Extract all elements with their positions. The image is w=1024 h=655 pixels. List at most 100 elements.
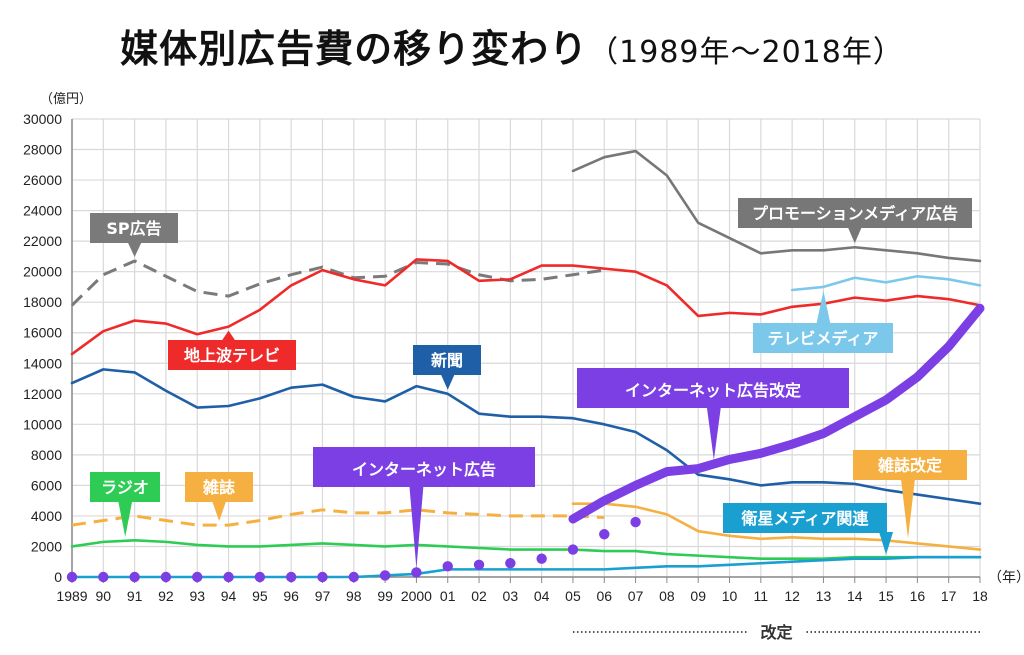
x-tick-label: 1989 xyxy=(56,588,87,604)
x-tick-label: 14 xyxy=(847,588,863,604)
x-tick-label: 13 xyxy=(816,588,832,604)
callout-pointer xyxy=(118,501,133,537)
x-tick-label: 09 xyxy=(690,588,706,604)
callout-box xyxy=(577,368,849,408)
callout-box xyxy=(168,340,296,370)
y-tick-label: 2000 xyxy=(31,538,62,554)
data-point-internet xyxy=(567,544,579,555)
callout-box xyxy=(738,198,972,228)
y-tick-label: 14000 xyxy=(23,355,62,371)
x-tick-label: 12 xyxy=(784,588,800,604)
callout-label: 雑誌改定 xyxy=(877,456,942,475)
callout-インターネット広告改定: インターネット広告改定 xyxy=(577,368,849,461)
callout-衛星メディア関連: 衛星メディア関連 xyxy=(723,503,894,555)
series-lines xyxy=(66,149,985,583)
callout-pointer xyxy=(127,242,142,257)
callout-label: 地上波テレビ xyxy=(184,346,280,365)
data-point-internet xyxy=(536,553,547,564)
callout-pointer xyxy=(879,532,894,555)
x-tick-label: 02 xyxy=(471,588,487,604)
callout-box xyxy=(185,472,253,502)
callout-label: インターネット広告改定 xyxy=(625,381,801,400)
callout-テレビメディア: テレビメディア xyxy=(753,290,893,353)
y-tick-label: 22000 xyxy=(23,233,62,249)
callout-pointer xyxy=(900,479,915,539)
callout-pointer xyxy=(706,407,721,461)
callout-ラジオ: ラジオ xyxy=(90,472,160,537)
data-point-internet xyxy=(317,571,328,583)
y-tick-label: 0 xyxy=(54,569,62,585)
x-tick-label: 06 xyxy=(596,588,612,604)
callout-label: 雑誌 xyxy=(202,478,235,497)
x-tick-label: 93 xyxy=(189,588,205,604)
callout-pointer xyxy=(440,374,455,390)
x-tick-label: 96 xyxy=(283,588,299,604)
callout-box xyxy=(753,323,893,353)
x-tick-label: 90 xyxy=(96,588,112,604)
series-line-衛星メディア関連 xyxy=(70,555,982,579)
callout-地上波テレビ: 地上波テレビ xyxy=(168,330,296,370)
x-tick-label: 10 xyxy=(722,588,738,604)
y-tick-label: 30000 xyxy=(23,111,62,127)
x-tick-label: 01 xyxy=(440,588,456,604)
x-tick-label: 04 xyxy=(534,588,550,604)
y-tick-label: 6000 xyxy=(31,477,62,493)
callout-box xyxy=(90,472,160,502)
callout-プロモーションメディア広告: プロモーションメディア広告 xyxy=(738,198,972,244)
axes: 0200040006000800010000120001400016000180… xyxy=(23,111,1024,604)
callout-label: ラジオ xyxy=(101,478,149,497)
callout-label: SP広告 xyxy=(106,219,161,238)
series-line-SP広告 xyxy=(70,259,605,307)
callout-インターネット広告: インターネット広告 xyxy=(313,447,535,569)
data-point-internet xyxy=(129,571,140,583)
data-point-internet xyxy=(285,571,297,583)
chart-title-sub: （1989年〜2018年） xyxy=(588,35,904,70)
x-tick-label: 15 xyxy=(878,588,894,604)
x-tick-label: 11 xyxy=(754,588,769,604)
series-line-テレビメディア xyxy=(790,274,982,292)
data-point-internet xyxy=(348,571,359,583)
callout-雑誌: 雑誌 xyxy=(185,472,253,522)
callout-新聞: 新聞 xyxy=(413,345,481,390)
series-line-地上波テレビ xyxy=(70,258,982,356)
data-point-internet xyxy=(254,571,266,583)
footnote: 改定 xyxy=(572,623,980,642)
callout-pointer xyxy=(212,501,227,522)
callout-label: 新聞 xyxy=(431,351,463,370)
data-point-internet xyxy=(599,529,610,540)
chart-title-main: 媒体別広告費の移り変わり xyxy=(120,27,589,71)
x-tick-label: 95 xyxy=(252,588,268,604)
data-point-internet xyxy=(473,559,485,570)
series-line-ラジオ xyxy=(70,539,982,560)
series-line-プロモーションメディア広告 xyxy=(571,149,982,263)
data-point-internet xyxy=(505,558,516,569)
data-point-internet xyxy=(379,570,391,581)
callout-box xyxy=(90,213,178,243)
y-tick-label: 4000 xyxy=(31,508,62,524)
data-point-internet xyxy=(98,571,109,583)
callout-pointer xyxy=(816,290,831,324)
x-tick-label: 08 xyxy=(659,588,675,604)
callout-box xyxy=(313,447,535,487)
x-tick-label: 98 xyxy=(346,588,362,604)
y-tick-label: 20000 xyxy=(23,264,62,280)
y-tick-label: 16000 xyxy=(23,325,62,341)
y-tick-label: 8000 xyxy=(31,447,62,463)
data-point-internet xyxy=(192,571,203,583)
callout-label: 衛星メディア関連 xyxy=(741,509,870,528)
y-tick-label: 12000 xyxy=(23,386,62,402)
x-tick-label: 16 xyxy=(910,588,926,604)
y-axis-unit-label: （億円） xyxy=(40,92,93,107)
data-point-internet xyxy=(223,571,234,583)
x-tick-label: 91 xyxy=(127,588,143,604)
data-point-internet xyxy=(160,571,172,583)
series-line-雑誌 xyxy=(71,508,605,527)
callout-SP広告: SP広告 xyxy=(90,213,178,257)
callout-label: インターネット広告 xyxy=(352,460,496,479)
y-tick-label: 26000 xyxy=(23,172,62,188)
callout-box xyxy=(723,503,887,533)
series-line-インターネット広告改定 xyxy=(568,303,985,524)
x-tick-label: 92 xyxy=(158,588,174,604)
